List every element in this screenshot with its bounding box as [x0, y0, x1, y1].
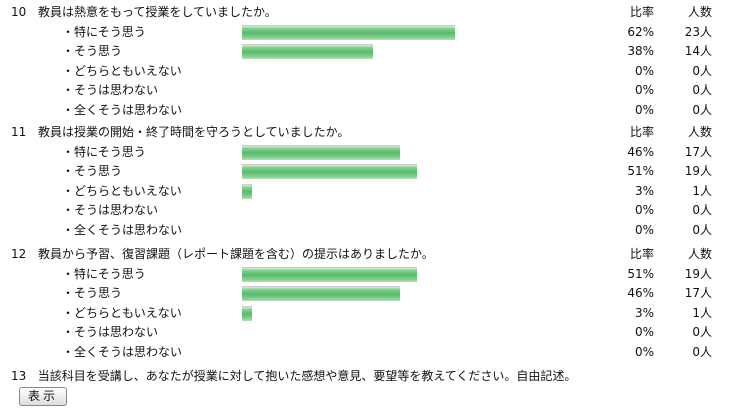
- answer-count: 1人: [692, 305, 712, 320]
- percent-bar: [242, 164, 417, 180]
- answer-label: ・そうは思わない: [62, 83, 159, 98]
- answer-percent: 0%: [634, 63, 654, 78]
- question-header: 11 教員は授業の開始・終了時間を守ろうとしていましたか。 比率 人数: [0, 122, 737, 143]
- answer-label: ・全くそうは思わない: [62, 102, 183, 117]
- answer-row: ・どちらともいえない 3% 1人: [0, 182, 737, 201]
- rate-header: 比率: [629, 5, 654, 19]
- answer-percent: 0%: [634, 325, 654, 340]
- question-10: 10 教員は熱意をもって授業をしていましたか。 比率 人数 ・特にそう思う 62…: [0, 2, 737, 120]
- question-11: 11 教員は授業の開始・終了時間を守ろうとしていましたか。 比率 人数 ・特にそ…: [0, 122, 737, 240]
- answer-percent: 0%: [634, 344, 654, 359]
- answer-count: 0人: [692, 102, 712, 117]
- show-button[interactable]: 表示: [19, 387, 68, 406]
- answer-label: ・そうは思わない: [62, 203, 159, 218]
- answer-percent: 46%: [627, 286, 654, 301]
- answer-percent: 3%: [634, 305, 654, 320]
- question-13: 13 当該科目を受講し、あなたが授業に対して抱いた感想や意見、要望等を教えてくだ…: [11, 366, 611, 406]
- percent-bar: [242, 267, 417, 282]
- answer-row: ・全くそうは思わない 0% 0人: [0, 221, 737, 240]
- answer-percent: 51%: [627, 164, 654, 179]
- question-text: 教員は授業の開始・終了時間を守ろうとしていましたか。: [38, 125, 350, 139]
- answer-row: ・全くそうは思わない 0% 0人: [0, 101, 737, 120]
- rate-header: 比率: [629, 247, 654, 261]
- answer-count: 19人: [684, 164, 712, 179]
- answer-label: ・特にそう思う: [62, 25, 146, 39]
- question-header: 10 教員は熱意をもって授業をしていましたか。 比率 人数: [0, 2, 737, 23]
- question-text: 教員から予習、復習課題（レポート課題を含む）の提示はありましたか。: [38, 247, 434, 261]
- answer-label: ・どちらともいえない: [62, 183, 182, 198]
- answer-percent: 0%: [634, 102, 654, 117]
- answer-percent: 3%: [634, 183, 654, 198]
- answer-count: 0人: [692, 222, 712, 237]
- answer-percent: 0%: [634, 203, 654, 218]
- answer-count: 17人: [684, 145, 712, 159]
- answer-row: ・どちらともいえない 3% 1人: [0, 304, 737, 323]
- answer-row: ・どちらともいえない 0% 0人: [0, 62, 737, 81]
- question-text: 教員は熱意をもって授業をしていましたか。: [38, 5, 277, 19]
- answer-label: ・全くそうは思わない: [62, 344, 183, 359]
- percent-bar: [242, 305, 252, 321]
- answer-count: 19人: [684, 267, 712, 281]
- answer-label: ・そう思う: [62, 164, 123, 179]
- answer-count: 1人: [692, 183, 712, 198]
- question-12: 12 教員から予習、復習課題（レポート課題を含む）の提示はありましたか。 比率 …: [0, 244, 737, 362]
- answer-count: 23人: [684, 25, 712, 39]
- answer-count: 0人: [692, 203, 712, 218]
- question-header: 12 教員から予習、復習課題（レポート課題を含む）の提示はありましたか。 比率 …: [0, 244, 737, 265]
- answer-label: ・特にそう思う: [62, 267, 146, 281]
- answer-count: 14人: [684, 44, 712, 59]
- answer-percent: 0%: [634, 83, 654, 98]
- percent-bar: [242, 44, 373, 60]
- answer-label: ・特にそう思う: [62, 145, 146, 159]
- rate-header: 比率: [629, 125, 654, 139]
- answer-row: ・そう思う 38% 14人: [0, 42, 737, 61]
- percent-bar: [242, 145, 400, 160]
- answer-count: 0人: [692, 325, 712, 340]
- answer-row: ・そう思う 51% 19人: [0, 162, 737, 181]
- answer-label: ・そう思う: [62, 44, 123, 59]
- answer-label: ・全くそうは思わない: [62, 222, 183, 237]
- percent-bar: [242, 183, 252, 199]
- percent-bar: [242, 25, 455, 40]
- answer-row: ・そうは思わない 0% 0人: [0, 81, 737, 100]
- answer-row: ・特にそう思う 46% 17人: [0, 143, 737, 162]
- answer-label: ・どちらともいえない: [62, 305, 182, 320]
- answer-label: ・そうは思わない: [62, 325, 159, 340]
- answer-row: ・特にそう思う 51% 19人: [0, 265, 737, 284]
- count-header: 人数: [687, 5, 712, 19]
- answer-label: ・そう思う: [62, 286, 123, 301]
- question-number: 13: [11, 369, 27, 383]
- answer-count: 0人: [692, 63, 712, 78]
- question-number: 10: [11, 5, 27, 19]
- count-header: 人数: [687, 125, 712, 139]
- answer-percent: 0%: [634, 222, 654, 237]
- answer-row: ・そう思う 46% 17人: [0, 284, 737, 303]
- answer-row: ・そうは思わない 0% 0人: [0, 323, 737, 342]
- answer-count: 0人: [692, 83, 712, 98]
- answer-row: ・全くそうは思わない 0% 0人: [0, 343, 737, 362]
- answer-count: 17人: [684, 286, 712, 301]
- answer-label: ・どちらともいえない: [62, 63, 182, 78]
- answer-row: ・そうは思わない 0% 0人: [0, 201, 737, 220]
- question-number: 12: [11, 247, 27, 261]
- count-header: 人数: [687, 247, 712, 261]
- answer-row: ・特にそう思う 62% 23人: [0, 23, 737, 42]
- answer-count: 0人: [692, 344, 712, 359]
- answer-percent: 62%: [627, 25, 654, 39]
- answer-percent: 38%: [627, 44, 654, 59]
- question-text: 当該科目を受講し、あなたが授業に対して抱いた感想や意見、要望等を教えてください。…: [37, 369, 577, 383]
- answer-percent: 46%: [627, 145, 654, 159]
- percent-bar: [242, 286, 400, 302]
- answer-percent: 51%: [627, 267, 654, 281]
- question-number: 11: [11, 125, 27, 139]
